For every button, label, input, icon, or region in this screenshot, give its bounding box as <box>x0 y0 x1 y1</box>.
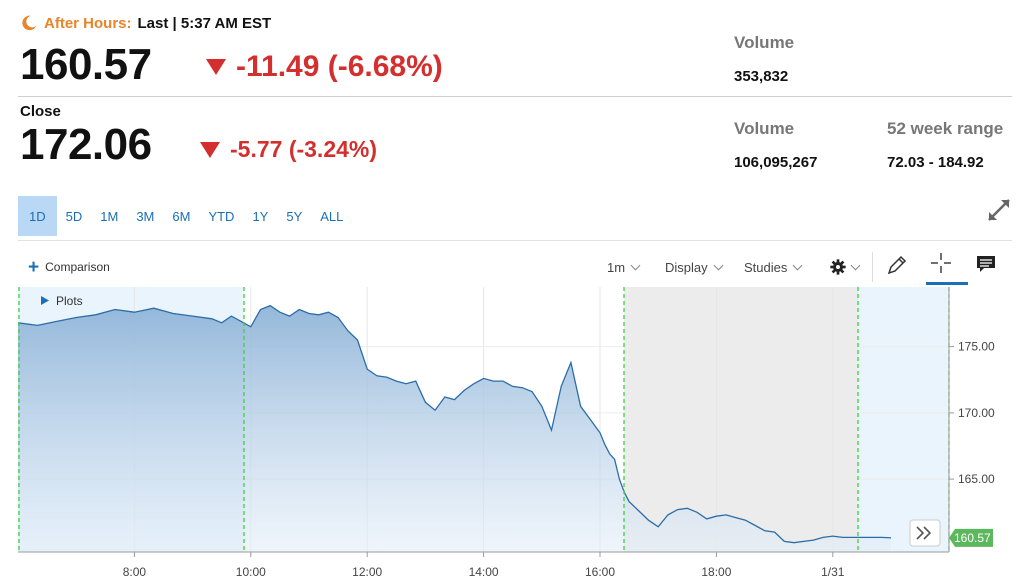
x-tick-label: 12:00 <box>352 565 382 579</box>
after-hours-time: Last | 5:37 AM EST <box>137 14 272 32</box>
price-line <box>18 304 892 544</box>
close-label: Close <box>20 103 61 120</box>
range-tabs: 1D 5D 1M 3M 6M YTD 1Y 5Y ALL <box>18 196 352 236</box>
last-price-tag: 160.57 <box>949 528 993 547</box>
down-arrow-icon <box>200 141 220 158</box>
header-divider <box>18 96 1012 97</box>
pencil-icon[interactable] <box>886 254 908 276</box>
x-tick-label: 10:00 <box>236 565 266 579</box>
range-tab-5d[interactable]: 5D <box>65 208 83 224</box>
after-hours-volume-value: 353,832 <box>734 68 789 85</box>
after-hours-change: -11.49 (-6.68%) <box>206 50 443 84</box>
x-tick-label: 8:00 <box>123 565 147 579</box>
x-tick-label: 1/31 <box>821 565 845 579</box>
y-tick-label: 165.00 <box>958 472 995 486</box>
interval-label: 1m <box>607 259 626 275</box>
chevron-down-icon <box>713 260 724 270</box>
comparison-label: Comparison <box>45 260 110 274</box>
y-tick-label: 175.00 <box>958 340 995 354</box>
tabs-divider <box>18 240 1012 241</box>
x-tick-label: 16:00 <box>585 565 615 579</box>
after-hours-label: After Hours: <box>44 14 132 32</box>
close-price: 172.06 <box>20 120 152 169</box>
toolbar-separator <box>872 252 873 282</box>
close-volume-value: 106,095,267 <box>734 154 818 171</box>
scroll-to-end-button[interactable] <box>909 519 941 547</box>
range-tab-3m[interactable]: 3M <box>136 208 155 224</box>
close-volume-label: Volume <box>734 119 795 138</box>
chevron-down-icon <box>792 260 803 270</box>
x-axis-ticks: 8:00 10:00 12:00 14:00 16:00 18:00 1/31 <box>123 552 845 579</box>
x-tick-label: 18:00 <box>701 565 731 579</box>
display-label: Display <box>665 259 708 275</box>
after-hours-price: 160.57 <box>20 40 152 89</box>
range-tab-1d[interactable]: 1D <box>18 196 57 236</box>
display-dropdown[interactable]: Display <box>665 252 724 282</box>
overnight-shade <box>858 287 949 552</box>
down-arrow-icon <box>206 59 226 75</box>
moon-icon <box>22 15 37 31</box>
range-tab-ytd[interactable]: YTD <box>208 208 235 224</box>
price-chart[interactable]: Plots 8:00 10:00 12:00 14:00 16:00 18:00 1/31 … <box>18 287 1024 582</box>
week-range-label: 52 week range <box>887 119 1004 138</box>
expand-icon[interactable] <box>985 196 1013 224</box>
range-tab-1m[interactable]: 1M <box>100 208 119 224</box>
settings-dropdown[interactable] <box>829 252 861 282</box>
after-hours-volume-label: Volume <box>734 33 795 52</box>
x-tick-label: 14:00 <box>469 565 499 579</box>
plots-label: Plots <box>56 294 83 308</box>
last-price-label: 160.57 <box>954 531 991 545</box>
range-tab-5y[interactable]: 5Y <box>286 208 303 224</box>
close-change-text: -5.77 (-3.24%) <box>230 136 378 162</box>
comment-icon[interactable] <box>975 254 997 274</box>
comparison-button[interactable]: + Comparison <box>28 252 110 282</box>
interval-dropdown[interactable]: 1m <box>607 252 641 282</box>
week-range-value: 72.03 - 184.92 <box>887 154 984 171</box>
gear-icon <box>830 259 846 275</box>
y-tick-label: 170.00 <box>958 406 995 420</box>
price-area <box>18 305 891 552</box>
after-hours-status: After Hours: Last | 5:37 AM EST <box>20 14 271 32</box>
close-change: -5.77 (-3.24%) <box>200 136 377 163</box>
double-chevron-right-icon <box>916 526 932 540</box>
caret-right-icon <box>41 296 49 305</box>
y-axis-ticks: 175.00 170.00 165.00 <box>949 340 995 486</box>
range-tab-1y[interactable]: 1Y <box>252 208 269 224</box>
studies-dropdown[interactable]: Studies <box>744 252 803 282</box>
afterhours-shade <box>624 287 858 552</box>
chevron-down-icon <box>850 260 861 270</box>
plus-icon: + <box>28 256 40 278</box>
chevron-down-icon <box>630 260 641 270</box>
studies-label: Studies <box>744 259 788 275</box>
plots-toggle[interactable]: Plots <box>41 294 83 308</box>
crosshair-icon[interactable] <box>930 252 952 274</box>
range-tab-6m[interactable]: 6M <box>172 208 191 224</box>
range-tab-all[interactable]: ALL <box>320 208 344 224</box>
after-hours-change-text: -11.49 (-6.68%) <box>236 50 443 83</box>
crosshair-active-indicator <box>926 282 968 285</box>
